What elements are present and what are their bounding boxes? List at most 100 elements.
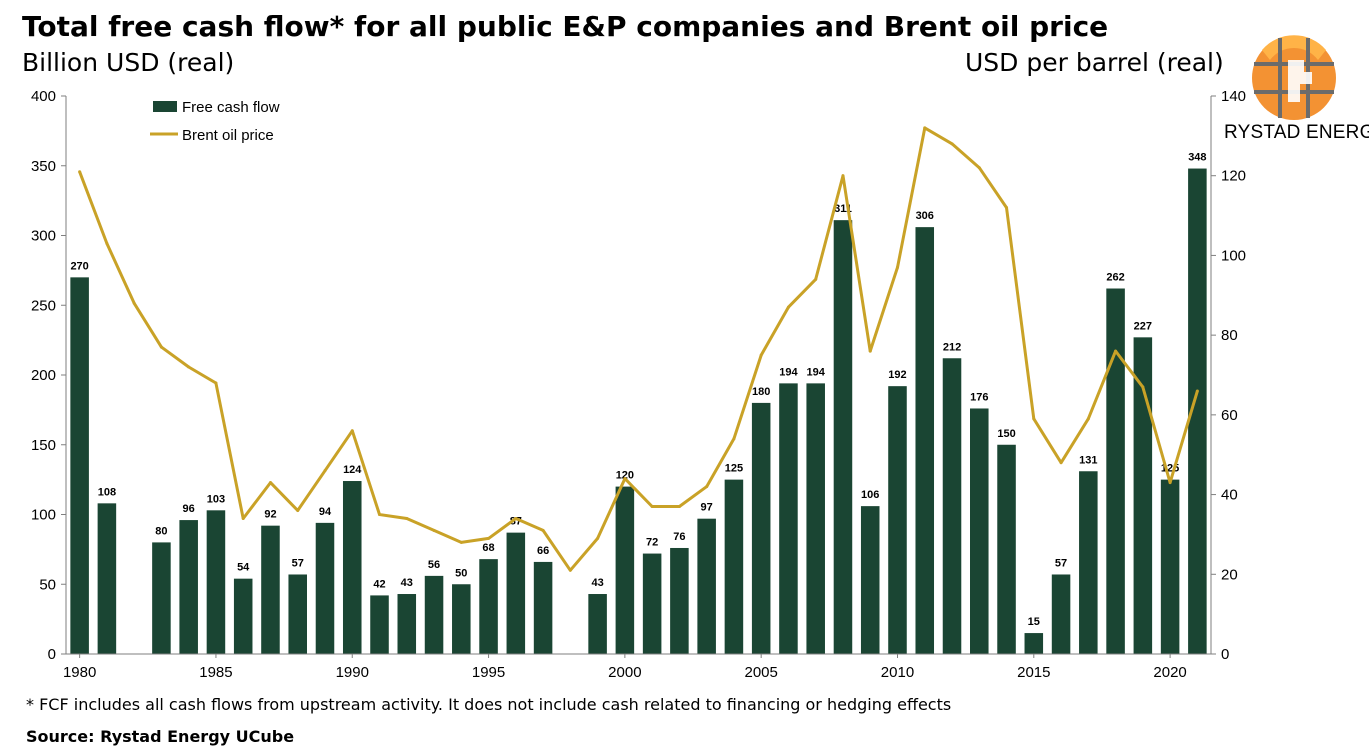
bar-1989	[315, 522, 335, 654]
y-right-tick-label: 40	[1221, 487, 1238, 504]
bar-2010	[888, 386, 907, 654]
data-label-2006: 194	[779, 366, 798, 378]
bar-2018	[1106, 288, 1125, 654]
bar-1984	[179, 520, 198, 654]
data-label-2012: 212	[943, 341, 961, 353]
legend-swatch-free-cash-flow	[153, 101, 177, 112]
data-label-1984: 96	[183, 503, 195, 515]
brent-point-2009	[868, 349, 872, 353]
brent-point-2008	[841, 174, 845, 178]
brent-point-1997	[541, 528, 545, 532]
data-label-1981: 108	[98, 486, 116, 498]
data-label-1995: 68	[482, 542, 494, 554]
brent-point-1984	[187, 365, 191, 369]
chart-title: Total free cash flow* for all public E&P…	[22, 10, 1109, 43]
chart-legend: Free cash flow Brent oil price	[150, 99, 280, 144]
brent-point-2001	[650, 505, 654, 509]
data-label-1997: 66	[537, 545, 549, 557]
source-note: Source: Rystad Energy UCube	[26, 727, 295, 746]
bar-2019	[1133, 337, 1153, 654]
brent-point-1989	[323, 469, 327, 473]
data-label-2011: 306	[916, 210, 934, 222]
brent-point-1982	[132, 301, 136, 305]
bar-1996	[506, 532, 526, 654]
brent-point-1994	[459, 540, 463, 544]
bar-2020	[1160, 479, 1180, 654]
data-label-2013: 176	[970, 391, 988, 403]
brent-point-2014	[1005, 206, 1009, 210]
data-label-2007: 194	[807, 366, 826, 378]
data-label-1991: 42	[373, 578, 385, 590]
brent-point-2010	[895, 265, 899, 269]
y-right-tick-label: 20	[1221, 566, 1238, 583]
y-right-tick-label: 80	[1221, 327, 1238, 344]
bar-2017	[1079, 471, 1098, 654]
brent-point-2020	[1168, 481, 1172, 485]
bar-1986	[233, 578, 253, 654]
data-label-1985: 103	[207, 493, 225, 505]
y-right-tick-label: 100	[1221, 247, 1246, 264]
bar-1988	[288, 574, 307, 654]
bar-1993	[424, 575, 444, 654]
data-label-1987: 92	[264, 509, 276, 521]
brent-point-1995	[487, 536, 491, 540]
data-label-2002: 76	[673, 531, 685, 543]
data-label-1993: 56	[428, 559, 440, 571]
bar-1987	[261, 525, 280, 654]
bar-2011	[915, 227, 935, 654]
brent-point-1990	[350, 429, 354, 433]
brent-point-2016	[1059, 461, 1063, 465]
bar-2009	[860, 506, 880, 654]
y-left-tick-label: 100	[31, 507, 56, 524]
data-label-2000: 120	[616, 470, 634, 482]
y-right-tick-label: 0	[1221, 646, 1229, 663]
bar-1980	[70, 277, 89, 654]
y-right-tick-label: 60	[1221, 407, 1238, 424]
brent-point-1996	[514, 516, 518, 520]
x-tick-label: 2010	[881, 664, 914, 681]
y-left-tick-label: 250	[31, 297, 56, 314]
bar-1995	[479, 559, 498, 654]
brent-point-1983	[159, 345, 163, 349]
brent-point-2018	[1114, 349, 1118, 353]
data-label-1983: 80	[155, 525, 167, 537]
right-axis-unit: USD per barrel (real)	[965, 48, 1224, 77]
x-tick-label: 2020	[1153, 664, 1186, 681]
line-series-brent	[78, 126, 1199, 572]
bar-2021	[1188, 168, 1207, 655]
bar-2002	[670, 547, 689, 654]
bar-series-free-cash-flow	[70, 168, 1207, 655]
brent-point-2002	[677, 505, 681, 509]
bar-2013	[970, 408, 989, 654]
bar-1994	[452, 584, 471, 654]
bar-1992	[397, 594, 417, 654]
bar-2015	[1024, 633, 1044, 654]
brent-point-2004	[732, 437, 736, 441]
data-label-1989: 94	[319, 506, 332, 518]
bar-1985	[206, 510, 226, 654]
brent-point-2013	[977, 166, 981, 170]
brent-point-2005	[759, 353, 763, 357]
bar-1983	[152, 542, 171, 654]
data-label-1988: 57	[292, 557, 304, 569]
brent-point-2012	[950, 142, 954, 146]
data-label-2009: 106	[861, 489, 879, 501]
bar-2000	[615, 486, 635, 654]
bar-2007	[806, 383, 825, 654]
brent-point-1980	[78, 170, 82, 174]
brent-point-2019	[1141, 385, 1145, 389]
y-left-tick-label: 300	[31, 228, 56, 245]
x-tick-label: 2005	[744, 664, 777, 681]
bar-1981	[97, 503, 117, 654]
x-tick-label: 1995	[472, 664, 505, 681]
data-label-2004: 125	[725, 463, 743, 475]
brent-point-1985	[214, 381, 218, 385]
x-tick-label: 1980	[63, 664, 96, 681]
brent-point-1993	[432, 528, 436, 532]
brent-point-2017	[1086, 417, 1090, 421]
y-right-tick-label: 120	[1221, 168, 1246, 185]
brent-point-1998	[568, 568, 572, 572]
data-label-1992: 43	[401, 577, 413, 589]
data-label-2015: 15	[1028, 616, 1040, 628]
brent-point-2007	[814, 277, 818, 281]
